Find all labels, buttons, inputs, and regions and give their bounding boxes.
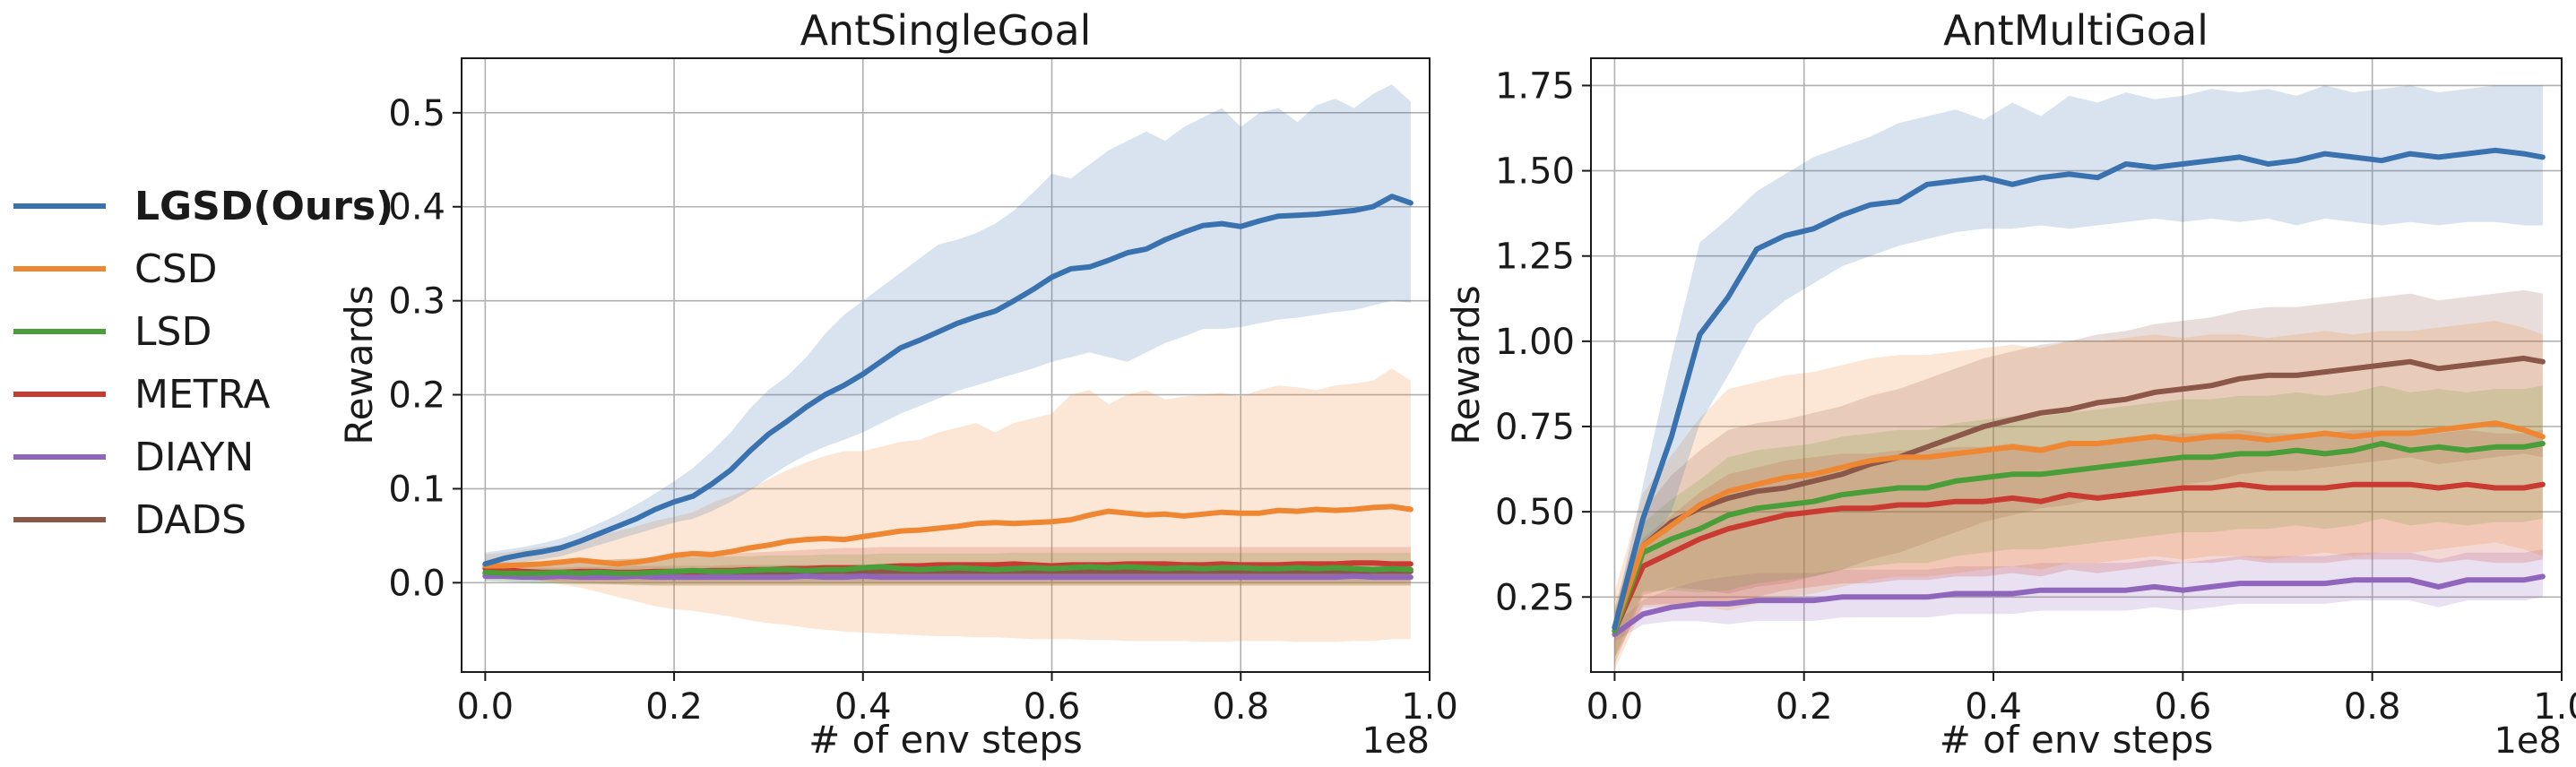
plot-area: [1612, 85, 2546, 670]
x-tick-label: 0.6: [2155, 686, 2212, 728]
legend: LGSD(Ours) CSD LSD METRA DIAYN DADS: [13, 184, 393, 543]
x-tick-label: 0.0: [1586, 686, 1644, 728]
legend-label: DIAYN: [134, 435, 254, 480]
series-line-csd: [482, 504, 1413, 569]
x-tick-label: 0.4: [834, 686, 892, 728]
legend-item-lgsd-ours: LGSD(Ours): [13, 184, 393, 229]
series-line-diayn: [1612, 573, 2546, 638]
y-tick-label: 1.50: [1495, 151, 1575, 193]
legend-item-metra: METRA: [13, 372, 271, 418]
x-tick-label: 0.6: [1024, 686, 1081, 728]
series-line-lgsd-ours: [1612, 147, 2546, 631]
chart-title: AntSingleGoal: [800, 6, 1092, 55]
band-lgsd-ours: [1614, 85, 2543, 638]
x-axis-label: # of env steps: [808, 718, 1083, 762]
series-line-lsd: [1612, 441, 2546, 634]
y-tick-label: 1.25: [1495, 237, 1575, 278]
y-tick-label: 0.50: [1495, 492, 1575, 533]
series-line-lgsd-ours: [482, 194, 1413, 567]
series-line-metra: [1612, 481, 2546, 634]
x-tick-label: 0.8: [2344, 686, 2401, 728]
band-dads: [1614, 289, 2543, 665]
series-line-lsd: [482, 564, 1413, 576]
band-csd: [485, 368, 1411, 642]
band-diayn: [1614, 549, 2543, 642]
x-tick-label: 0.2: [645, 686, 703, 728]
legend-item-lsd: LSD: [13, 309, 212, 355]
legend-label: DADS: [134, 497, 246, 543]
legend-label: METRA: [134, 372, 271, 418]
legend-item-csd: CSD: [13, 246, 218, 292]
x-tick-label: 0.4: [1965, 686, 2022, 728]
legend-item-diayn: DIAYN: [13, 435, 254, 480]
y-tick-label: 0.25: [1495, 577, 1575, 618]
plot-area: [482, 84, 1413, 642]
y-tick-label: 1.00: [1495, 322, 1575, 363]
y-tick-label: 0.0: [388, 563, 445, 604]
axes-frame: [1590, 57, 2563, 673]
y-axis-label: Rewards: [337, 285, 381, 444]
x-tick-label: 0.0: [457, 686, 514, 728]
legend-label: LGSD(Ours): [134, 184, 393, 229]
legend-item-dads: DADS: [13, 497, 246, 543]
chart-title: AntMultiGoal: [1943, 6, 2209, 55]
y-tick-label: 0.4: [388, 187, 445, 228]
series-line-csd: [1612, 420, 2546, 631]
y-tick-label: 0.2: [388, 375, 445, 417]
y-tick-label: 0.3: [388, 281, 445, 323]
axes-frame: [461, 57, 1431, 673]
chart-ant-multi-goal: AntMultiGoal 0.0 0.2 0.4 0.6 0.8 1.0 0.25 0.50 0.…: [1444, 6, 2576, 762]
chart-ant-single-goal: AntSingleGoal 0.0 0.2 0.4 0.6 0.8 1.0 0.0 0.1 0.2…: [337, 6, 1458, 762]
x-tick-label: 1.0: [1401, 686, 1458, 728]
series-line-diayn: [482, 573, 1413, 581]
x-axis-multiplier: 1e8: [1361, 720, 1430, 762]
legend-label: CSD: [134, 246, 218, 292]
x-tick-label: 1.0: [2533, 686, 2576, 728]
y-tick-label: 1.75: [1495, 65, 1575, 107]
x-tick-label: 0.2: [1776, 686, 1833, 728]
y-tick-label: 0.75: [1495, 407, 1575, 448]
y-tick-label: 0.5: [388, 93, 445, 134]
series-line-dads: [1612, 355, 2546, 634]
legend-label: LSD: [134, 309, 212, 355]
y-tick-label: 0.1: [388, 469, 445, 510]
x-axis-multiplier: 1e8: [2494, 720, 2562, 762]
y-axis-label: Rewards: [1444, 285, 1488, 444]
x-axis-label: # of env steps: [1940, 718, 2214, 762]
x-tick-label: 0.8: [1212, 686, 1269, 728]
